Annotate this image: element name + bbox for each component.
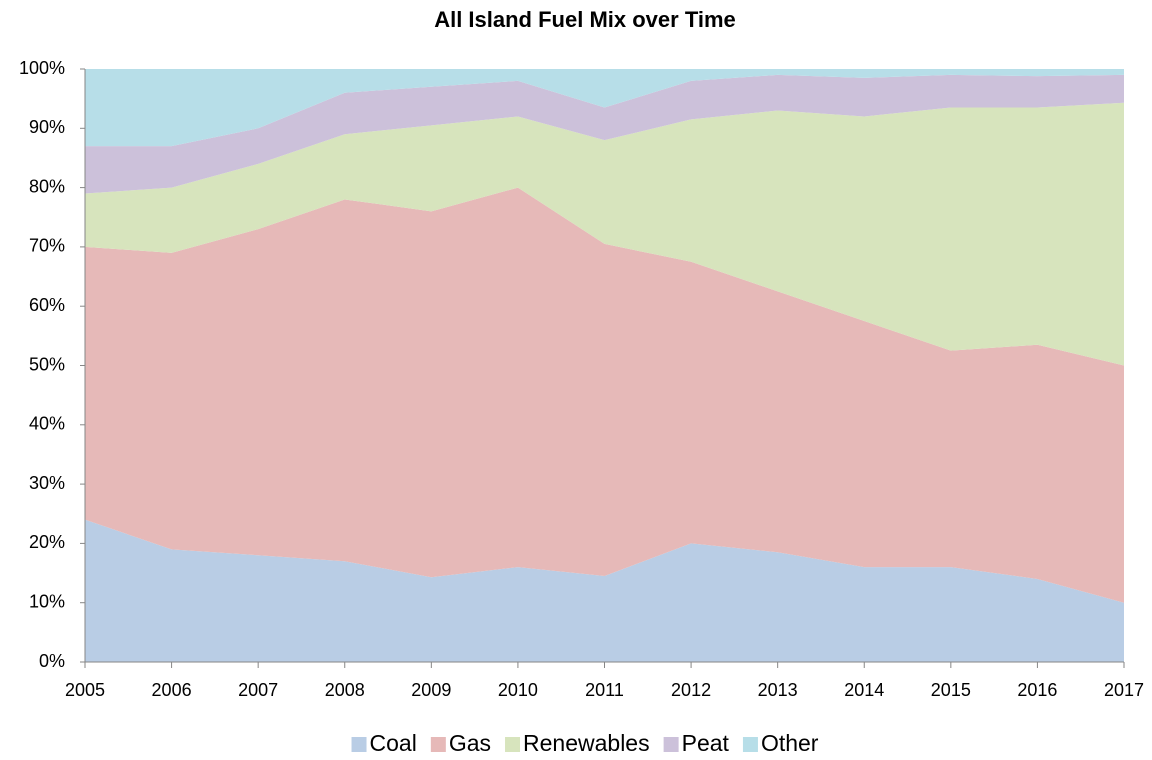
- legend-swatch: [663, 737, 679, 752]
- chart-title: All Island Fuel Mix over Time: [434, 7, 736, 32]
- area: [85, 74, 1124, 194]
- legend-label: Other: [761, 730, 819, 756]
- x-tick-label: 2016: [1017, 680, 1057, 700]
- x-tick-label: 2008: [325, 680, 365, 700]
- area: [85, 187, 1124, 603]
- legend-label: Peat: [682, 730, 730, 756]
- x-tick-label: 2015: [931, 680, 971, 700]
- x-tick-label: 2014: [844, 680, 884, 700]
- area: [85, 69, 1124, 147]
- x-tick-label: 2010: [498, 680, 538, 700]
- y-tick-label: 80%: [29, 176, 65, 196]
- y-tick-label: 10%: [29, 591, 65, 611]
- y-tick-label: 100%: [19, 58, 65, 78]
- y-tick-label: 70%: [29, 236, 65, 256]
- x-tick-label: 2007: [238, 680, 278, 700]
- y-tick-label: 50%: [29, 354, 65, 374]
- y-tick-label: 60%: [29, 295, 65, 315]
- legend-swatch: [742, 737, 758, 752]
- x-tick-label: 2013: [758, 680, 798, 700]
- y-tick-label: 40%: [29, 414, 65, 434]
- y-tick-label: 0%: [39, 651, 65, 671]
- x-tick-label: 2017: [1104, 680, 1144, 700]
- x-tick-label: 2009: [411, 680, 451, 700]
- area: [85, 102, 1124, 366]
- legend-swatch: [430, 737, 446, 752]
- y-tick-label: 20%: [29, 532, 65, 552]
- x-tick-label: 2006: [152, 680, 192, 700]
- x-tick-label: 2011: [585, 680, 624, 700]
- legend-label: Gas: [449, 730, 491, 756]
- area: [85, 519, 1124, 662]
- y-tick-label: 30%: [29, 473, 65, 493]
- x-tick-label: 2005: [65, 680, 105, 700]
- legend-label: Coal: [370, 730, 417, 756]
- y-tick-label: 90%: [29, 117, 65, 137]
- legend-label: Renewables: [523, 730, 650, 756]
- x-tick-label: 2012: [671, 680, 711, 700]
- legend-swatch: [351, 737, 367, 752]
- legend-swatch: [505, 737, 521, 752]
